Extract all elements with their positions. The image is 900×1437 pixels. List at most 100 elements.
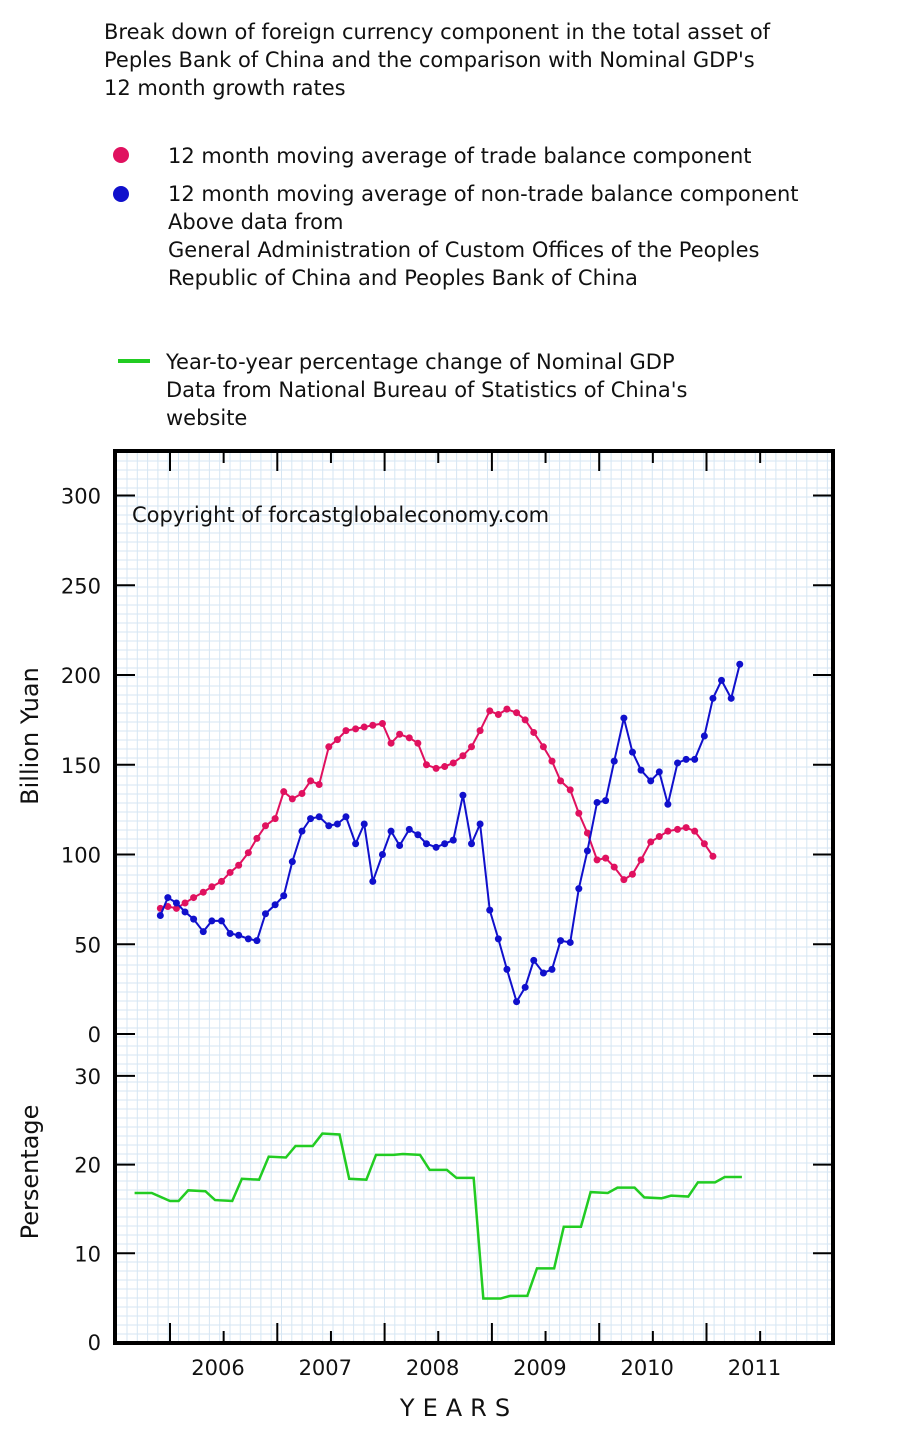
trade-data-point (548, 757, 556, 765)
trade-data-point (566, 786, 574, 794)
trade-data-point (700, 840, 708, 848)
legend-gdp-marker (118, 359, 150, 363)
trade-data-point (691, 827, 699, 835)
trade-data-point (333, 736, 341, 744)
y-tick-label: 150 (61, 754, 101, 778)
nontrade-series-line (159, 663, 741, 1005)
trade-data-point (253, 834, 261, 842)
x-tick-label: 2007 (299, 1356, 352, 1380)
trade-data-point (441, 763, 449, 771)
nontrade-data-point (342, 813, 350, 821)
trade-data-point (575, 809, 583, 817)
y-tick-label: 0 (88, 1331, 101, 1355)
trade-data-point (655, 833, 663, 841)
nontrade-data-point (513, 998, 521, 1006)
legend-nontrade-label: 12 month moving average of non-trade bal… (168, 180, 799, 292)
nontrade-data-point (396, 842, 404, 850)
legend-gdp-label: Year-to-year percentage change of Nomina… (166, 348, 687, 432)
x-tick-label: 2010 (620, 1356, 673, 1380)
nontrade-data-point (566, 938, 574, 946)
nontrade-data-point (468, 840, 476, 848)
nontrade-data-point (503, 965, 511, 973)
trade-data-point (244, 849, 252, 857)
copyright-note: Copyright of forcastglobaleconomy.com (132, 503, 549, 527)
trade-data-point (602, 854, 610, 862)
nontrade-data-point (199, 928, 207, 936)
nontrade-data-point (557, 937, 565, 945)
y-axis-label-bottom: Persentage (16, 1105, 44, 1240)
trade-data-point (307, 777, 315, 785)
trade-data-point (557, 777, 565, 785)
trade-data-point (539, 743, 547, 751)
nontrade-data-point (583, 847, 591, 855)
trade-data-point (637, 856, 645, 864)
trade-data-point (647, 838, 655, 846)
nontrade-data-point (369, 877, 377, 885)
x-tick-label: 2008 (406, 1356, 459, 1380)
trade-data-point (664, 827, 672, 835)
nontrade-data-point (360, 820, 368, 828)
series-layer (134, 660, 744, 1300)
legend-trade-marker (113, 147, 129, 163)
legend-source-line: Republic of China and Peoples Bank of Ch… (168, 266, 638, 290)
trade-data-point (387, 739, 395, 747)
nontrade-data-point (190, 915, 198, 923)
nontrade-data-point (352, 840, 360, 848)
trade-data-point (709, 852, 717, 860)
y-tick-label: 20 (74, 1154, 101, 1178)
nontrade-data-point (378, 851, 386, 858)
nontrade-data-point (181, 908, 189, 916)
nontrade-data-point (307, 815, 315, 823)
trade-data-point (208, 883, 216, 891)
trade-data-point (449, 759, 457, 767)
trade-data-point (459, 752, 467, 760)
trade-data-point (583, 829, 591, 837)
trade-data-point (405, 734, 413, 742)
trade-data-point (494, 710, 502, 718)
nontrade-data-point (521, 983, 529, 991)
legend-source-line: Above data from (168, 210, 344, 234)
nontrade-data-point (647, 777, 655, 785)
grid (117, 453, 831, 1341)
legend-source-line: Data from National Bureau of Statistics … (166, 378, 688, 402)
nontrade-data-point (530, 956, 538, 964)
nontrade-data-point (325, 822, 333, 830)
x-tick-label: 2011 (728, 1356, 781, 1380)
nontrade-data-point (156, 912, 164, 920)
legend-source-line: General Administration of Custom Offices… (168, 238, 760, 262)
trade-data-point (280, 788, 288, 796)
nontrade-data-point (637, 766, 645, 774)
y-tick-label: 50 (74, 933, 101, 957)
nontrade-data-point (449, 836, 457, 844)
trade-data-point (620, 876, 628, 884)
trade-data-point (298, 789, 306, 797)
y-tick-label: 100 (61, 844, 101, 868)
trade-data-point (164, 903, 172, 911)
trade-data-point (315, 780, 323, 788)
nontrade-data-point (664, 800, 672, 808)
nontrade-data-point (539, 969, 547, 977)
nontrade-data-point (628, 748, 636, 756)
trade-data-point (422, 761, 430, 769)
trade-data-point (261, 822, 269, 830)
trade-data-point (369, 721, 377, 729)
nontrade-data-point (218, 917, 226, 925)
nontrade-data-point (700, 732, 708, 740)
nontrade-data-point (602, 797, 610, 805)
legend-gdp-text: Year-to-year percentage change of Nomina… (166, 350, 675, 374)
nontrade-data-point (244, 935, 252, 943)
nontrade-data-point (486, 906, 494, 914)
trade-data-point (190, 894, 198, 902)
x-tick-label: 2009 (513, 1356, 566, 1380)
chart-title-line: Break down of foreign currency component… (104, 20, 771, 44)
nontrade-data-point (261, 910, 269, 918)
nontrade-data-point (298, 827, 306, 835)
nontrade-data-point (280, 892, 288, 900)
trade-data-point (513, 709, 521, 717)
x-tick-label: 2006 (191, 1356, 244, 1380)
trade-data-point (396, 730, 404, 738)
trade-data-point (476, 727, 484, 735)
plot-frame (113, 449, 835, 1345)
legend-trade-text: 12 month moving average of trade balance… (168, 144, 752, 168)
